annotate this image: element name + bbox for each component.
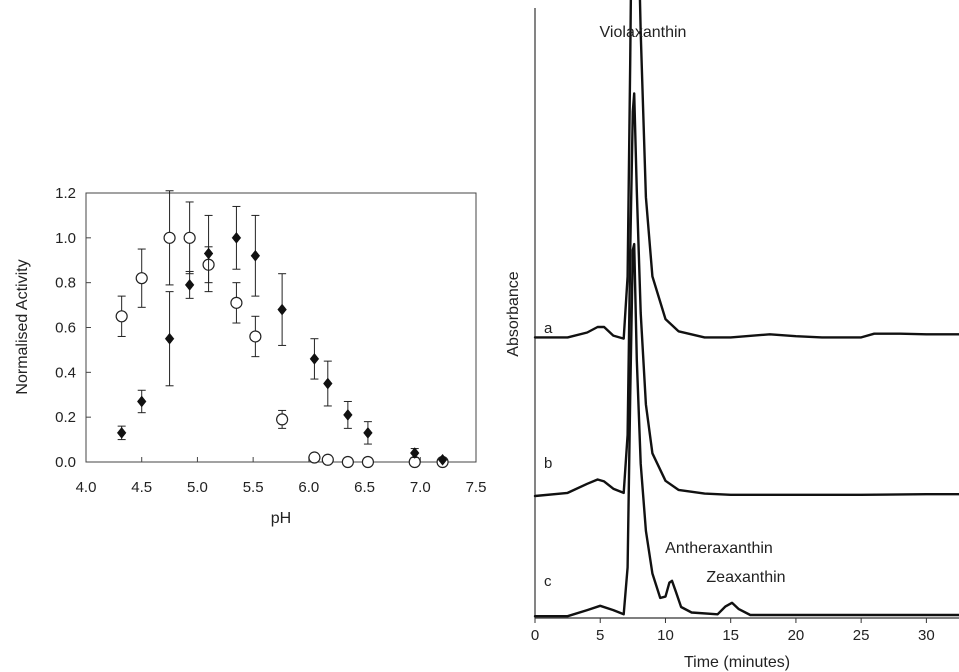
ph-x-tick-label: 6.5 <box>354 479 375 496</box>
ph-x-tick-label: 7.5 <box>466 479 487 496</box>
ph-x-tick-label: 5.0 <box>187 479 208 496</box>
ph-open-circle-point <box>183 231 196 244</box>
trace-label-a: a <box>544 320 553 337</box>
ph-x-tick-label: 7.0 <box>410 479 431 496</box>
chromatogram-x-tick-label: 0 <box>531 627 539 644</box>
ph-axis-ticks: 4.0 4.5 5.0 5.5 6.0 6.5 7.0 7.5 0.0 0.2 0.4 0.6 0.8 1… <box>55 185 486 496</box>
ph-data-points <box>115 190 449 469</box>
ph-diamond-point <box>184 279 195 291</box>
chromatogram-trace-a <box>533 0 959 340</box>
ph-diamond-point <box>116 426 127 439</box>
trace-label-c: c <box>544 573 552 590</box>
chromatogram-traces <box>533 0 959 618</box>
ph-y-tick-label: 0.4 <box>55 364 76 381</box>
chromatogram-chart: 0 5 10 15 20 25 30 Violaxanthin Antheraxanthin… <box>505 0 959 671</box>
chromatogram-x-tick-label: 5 <box>596 627 604 644</box>
ph-y-tick-label: 0.6 <box>55 320 76 337</box>
ph-activity-chart: 4.0 4.5 5.0 5.5 6.0 6.5 7.0 7.5 0.0 0.2 0.4 0.6 0.8 1… <box>14 185 486 527</box>
ph-open-circle-point <box>276 413 289 426</box>
ph-diamond-point <box>437 453 448 466</box>
ph-open-circle-point <box>163 231 176 244</box>
ph-diamond-point <box>203 247 214 260</box>
chromatogram-x-tick-label: 20 <box>788 627 805 644</box>
chromatogram-x-tick-label: 10 <box>657 627 674 644</box>
ph-x-tick-label: 5.5 <box>243 479 264 496</box>
chromatogram-trace-b <box>533 92 959 498</box>
ph-diamond-point <box>231 231 242 244</box>
ph-diamond-point <box>309 352 320 365</box>
ph-open-circle-point <box>361 455 375 469</box>
ph-y-tick-label: 1.0 <box>55 230 76 247</box>
peak-label-violaxanthin: Violaxanthin <box>600 24 687 41</box>
ph-open-circle-point <box>341 455 354 469</box>
ph-open-circle-point <box>135 272 148 285</box>
ph-diamond-point <box>277 303 287 316</box>
ph-y-tick-label: 0.2 <box>55 409 76 426</box>
ph-x-tick-label: 4.5 <box>131 479 152 496</box>
ph-y-tick-label: 0.0 <box>55 454 76 471</box>
ph-diamond-point <box>323 377 333 390</box>
ph-x-axis-title: pH <box>271 510 291 527</box>
ph-diamond-point <box>363 426 373 439</box>
chromatogram-trace-c <box>533 242 959 618</box>
ph-open-circle-point <box>115 310 128 323</box>
trace-label-b: b <box>544 455 552 472</box>
chromatogram-x-axis-title: Time (minutes) <box>684 654 790 671</box>
ph-diamond-point <box>136 395 147 408</box>
ph-diamond-point <box>409 447 420 459</box>
ph-y-tick-label: 0.8 <box>55 275 76 292</box>
ph-diamond-point <box>250 249 261 262</box>
chromatogram-x-tick-label: 15 <box>722 627 739 644</box>
peak-label-zeaxanthin: Zeaxanthin <box>706 569 785 586</box>
ph-diamond-point <box>343 409 353 421</box>
chromatogram-x-tick-label: 30 <box>918 627 935 644</box>
ph-x-tick-label: 4.0 <box>76 479 97 496</box>
ph-y-tick-label: 1.2 <box>55 185 76 202</box>
chromatogram-y-axis-title: Absorbance <box>505 271 522 356</box>
ph-open-circle-point <box>308 451 321 464</box>
ph-y-axis-title: Normalised Activity <box>14 259 31 394</box>
ph-open-circle-point <box>230 296 243 309</box>
peak-label-antheraxanthin: Antheraxanthin <box>665 540 773 557</box>
ph-open-circle-point <box>249 330 262 343</box>
chromatogram-x-tick-label: 25 <box>853 627 870 644</box>
ph-diamond-point <box>164 332 175 345</box>
ph-x-tick-label: 6.0 <box>298 479 319 496</box>
chromatogram-axis-ticks: 0 5 10 15 20 25 30 <box>531 618 935 644</box>
ph-open-circle-point <box>321 453 334 466</box>
